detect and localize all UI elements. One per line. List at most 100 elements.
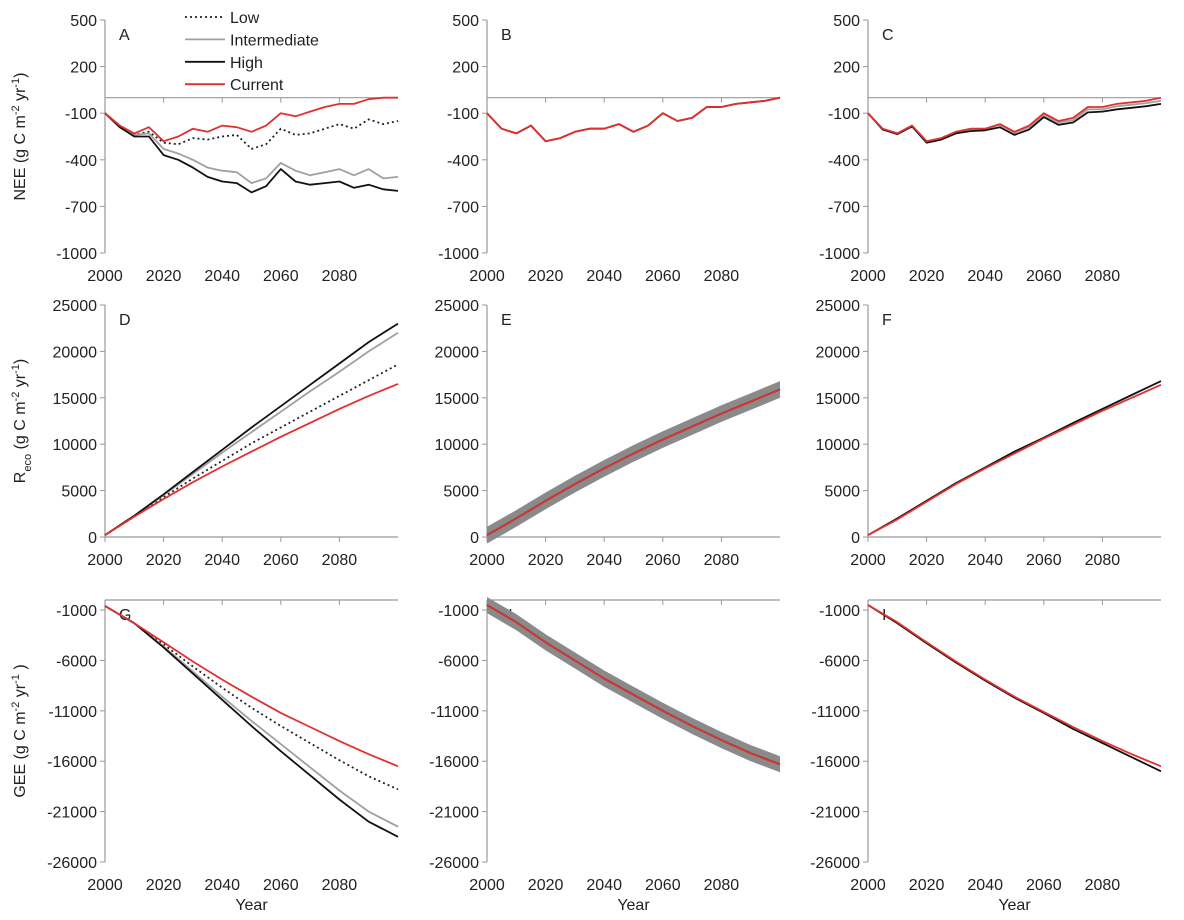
x-tick-label: 2000 [850,877,886,894]
line [104,605,399,838]
line [104,112,399,184]
y-tick-label: -26000 [47,855,97,872]
x-tick-label: 2000 [87,877,123,894]
panel-label: C [882,27,894,44]
line [104,363,399,536]
x-tick-label: 2020 [528,552,564,569]
uncertainty-band [487,381,780,544]
x-tick-label: 2020 [146,552,182,569]
x-tick-label: 2080 [322,268,358,285]
x-tick-label: 2040 [586,877,622,894]
y-tick-label: 25000 [435,298,480,315]
x-tick-label: 2060 [263,877,299,894]
line [867,604,1162,773]
y-tick-label: 25000 [53,298,98,315]
x-tick-label: 2020 [909,877,945,894]
x-tick-label: 2000 [850,268,886,285]
y-axis-label-part: R [12,472,29,484]
line [104,605,399,768]
y-tick-label: 200 [833,60,860,77]
y-tick-label: 20000 [435,344,480,361]
x-tick-label: 2080 [322,877,358,894]
y-tick-label: 15000 [435,391,480,408]
y-axis-label-part: NEE (g C m [12,115,29,200]
panel: 0 5000 10000 15000 20000 25000 2000 2020 2040 206… [10,298,399,569]
line [486,388,781,536]
x-tick-label: 2040 [204,877,240,894]
x-axis-label: Year [998,897,1031,914]
y-tick-label: -1000 [819,603,860,620]
y-tick-label: 10000 [435,437,480,454]
y-tick-label: -16000 [47,754,97,771]
line [867,103,1162,144]
x-tick-label: 2020 [146,268,182,285]
x-tick-label: 2080 [322,552,358,569]
panel: -26000 -21000 -16000 -11000 -6000 -1000 2000 20… [810,599,1162,914]
line [104,383,399,536]
line [867,604,1162,768]
line [867,96,1162,143]
y-tick-label: 500 [70,13,97,30]
x-tick-label: 2060 [1026,552,1062,569]
panel: -1000 -700 -400 -100 200 500 2000 2020 2040 2060 2… [438,13,781,285]
y-axis-label: GEE (g C m-2 yr-1 ) [10,664,29,797]
x-axis-label: Year [617,897,650,914]
line [104,605,399,828]
y-tick-label: 20000 [53,344,98,361]
x-tick-label: 2040 [967,877,1003,894]
y-tick-label: -16000 [810,754,860,771]
y-tick-label: -11000 [811,704,860,721]
x-tick-label: 2020 [909,552,945,569]
y-axis-label-part: -2 [10,702,22,712]
y-tick-label: 5000 [61,484,97,501]
y-axis-label-part: (g C m [12,401,29,453]
x-tick-label: 2080 [704,268,740,285]
panel-label: B [501,27,512,44]
line [104,112,399,194]
panel-label: F [882,312,892,329]
y-axis-label: Reco (g C m-2 yr-1) [10,359,34,483]
y-axis-label: NEE (g C m-2 yr-1) [10,72,29,200]
y-axis-label-part: GEE (g C m [12,711,29,797]
x-tick-label: 2000 [87,268,123,285]
x-axis-label: Year [235,897,268,914]
x-tick-label: 2080 [704,552,740,569]
y-tick-label: -21000 [810,805,860,822]
y-axis-label-part: ) [12,664,29,674]
panel-label: D [119,312,131,329]
x-tick-label: 2000 [469,877,505,894]
y-tick-label: -11000 [430,704,479,721]
y-tick-label: -100 [447,106,479,123]
y-tick-label: 5000 [443,484,479,501]
y-tick-label: 15000 [816,391,861,408]
y-axis-label-part: -2 [10,392,22,402]
x-tick-label: 2060 [645,552,681,569]
y-tick-label: 200 [452,60,479,77]
y-tick-label: -16000 [429,754,479,771]
legend-label: High [230,55,263,72]
y-tick-label: -700 [65,199,97,216]
x-tick-label: 2060 [263,552,299,569]
y-tick-label: 5000 [824,484,860,501]
y-tick-label: -700 [447,199,479,216]
y-tick-label: 0 [851,530,860,547]
line [867,383,1162,536]
y-tick-label: -21000 [429,805,479,822]
x-tick-label: 2040 [586,552,622,569]
x-tick-label: 2060 [645,877,681,894]
y-tick-label: 20000 [816,344,861,361]
y-tick-label: -6000 [819,653,860,670]
x-tick-label: 2020 [909,268,945,285]
line [486,96,781,143]
x-tick-label: 2000 [850,552,886,569]
x-tick-label: 2040 [967,268,1003,285]
panel: -1000 -700 -400 -100 200 500 2000 2020 2040 2060 2… [819,13,1162,285]
x-tick-label: 2060 [263,268,299,285]
y-tick-label: 15000 [53,391,98,408]
uncertainty-band [487,597,780,773]
x-tick-label: 2020 [146,877,182,894]
y-tick-label: -1000 [438,246,479,263]
x-tick-label: 2040 [967,552,1003,569]
